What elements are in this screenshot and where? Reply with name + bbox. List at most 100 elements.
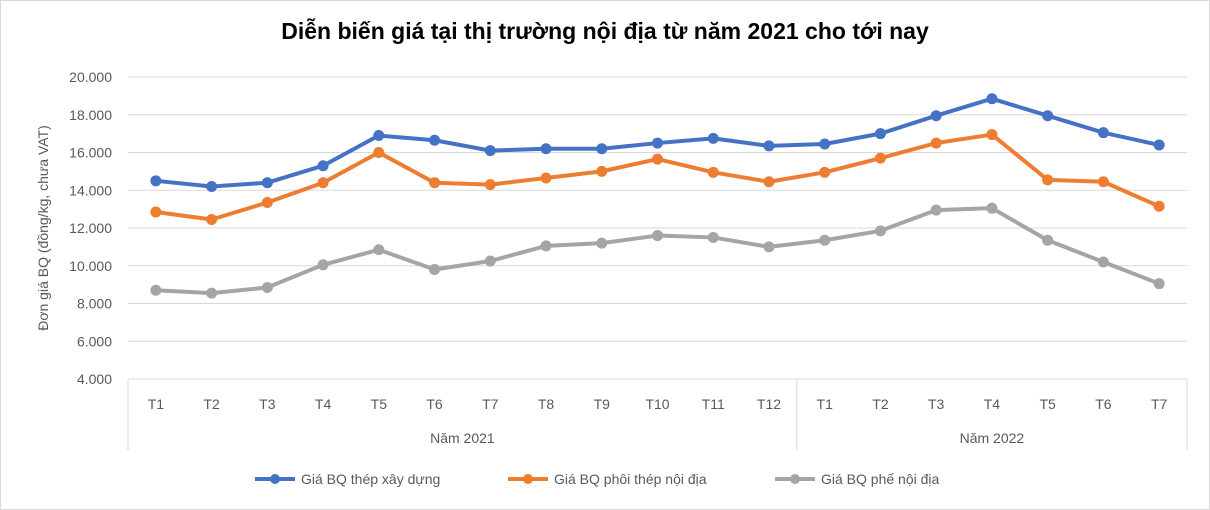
data-point: [540, 240, 552, 252]
data-point: [819, 138, 831, 150]
data-point: [652, 230, 663, 242]
series-lines: [150, 93, 1165, 299]
legend-item: Giá BQ thép xây dựng: [255, 471, 440, 487]
x-tick-label: T5: [1039, 396, 1056, 412]
data-point: [874, 128, 886, 140]
x-tick-label: T4: [984, 396, 1001, 412]
legend-item: Giá BQ phế nội địa: [775, 471, 940, 487]
data-point: [930, 204, 942, 216]
data-point: [874, 152, 886, 164]
x-axis: T1 T2 T3 T4 T5 T6 T7 T8 T9 T10 T11 T12 T1 T2 T3 T4 T5 T6 T…: [127, 378, 1188, 450]
y-tick-label: 8.000: [77, 296, 112, 312]
data-point: [206, 214, 218, 226]
x-tick-label: T3: [928, 396, 945, 412]
x-tick-label: T1: [817, 396, 834, 412]
data-point: [596, 143, 608, 155]
data-point: [819, 234, 831, 246]
x-tick-label: T11: [702, 396, 725, 412]
y-tick-label: 6.000: [77, 333, 112, 349]
data-point: [1042, 174, 1054, 186]
data-point: [1153, 278, 1165, 290]
data-point: [317, 177, 329, 189]
x-tick-label: T8: [538, 396, 555, 412]
data-point: [1042, 110, 1054, 122]
legend-label: Giá BQ phôi thép nội địa: [554, 471, 707, 487]
y-tick-label: 20.000: [69, 69, 112, 85]
data-point: [986, 129, 998, 141]
x-group-label: Năm 2021: [430, 430, 495, 446]
legend-marker: [790, 474, 800, 484]
y-axis-tick-labels: 4.000 6.000 8.000 10.000 12.000 14.000 16.000 1…: [69, 69, 112, 387]
data-point: [484, 255, 496, 267]
data-point: [763, 176, 775, 188]
x-tick-label: T1: [148, 396, 165, 412]
y-tick-label: 14.000: [69, 182, 112, 198]
data-point: [930, 137, 942, 149]
data-point: [484, 145, 496, 157]
data-point: [707, 166, 719, 178]
data-point: [1042, 234, 1054, 246]
x-tick-label: T12: [757, 396, 781, 412]
data-point: [1097, 127, 1109, 139]
data-point: [261, 281, 273, 293]
y-tick-label: 12.000: [69, 220, 112, 236]
x-tick-label: T9: [594, 396, 611, 412]
data-point: [596, 165, 608, 177]
data-point: [373, 147, 385, 158]
data-point: [373, 244, 385, 256]
series: [150, 202, 1165, 299]
data-point: [596, 237, 608, 249]
data-point: [484, 179, 496, 191]
y-tick-label: 16.000: [69, 145, 112, 161]
data-point: [819, 166, 831, 178]
data-point: [986, 93, 998, 105]
series: [150, 129, 1165, 226]
data-point: [874, 225, 886, 237]
series-line: [153, 206, 1162, 296]
x-tick-label: T5: [371, 396, 388, 412]
data-point: [429, 134, 441, 146]
y-tick-label: 4.000: [77, 371, 112, 387]
x-tick-label: T10: [645, 396, 669, 412]
data-point: [1153, 200, 1165, 212]
y-tick-label: 10.000: [69, 258, 112, 274]
data-point: [652, 153, 663, 165]
data-point: [261, 197, 273, 209]
chart-title: Diễn biến giá tại thị trường nội địa từ …: [281, 18, 929, 44]
data-point: [1097, 176, 1109, 188]
x-tick-label: T7: [1151, 396, 1168, 412]
legend-marker: [270, 474, 280, 484]
gridlines: [128, 76, 1187, 342]
series: [150, 93, 1165, 192]
data-point: [373, 130, 385, 142]
data-point: [707, 231, 719, 243]
x-group-label: Năm 2022: [960, 430, 1025, 446]
data-point: [150, 175, 162, 187]
data-point: [317, 259, 329, 271]
data-point: [986, 202, 998, 214]
data-point: [930, 110, 942, 122]
x-tick-label: T6: [426, 396, 443, 412]
data-point: [206, 180, 218, 192]
data-point: [1097, 256, 1109, 268]
data-point: [1153, 139, 1165, 151]
data-point: [763, 241, 775, 253]
data-point: [261, 177, 273, 189]
x-tick-label: T2: [872, 396, 889, 412]
data-point: [540, 172, 552, 184]
legend: Giá BQ thép xây dựng Giá BQ phôi thép nội…: [255, 471, 940, 487]
data-point: [429, 264, 441, 276]
y-tick-label: 18.000: [69, 107, 112, 123]
legend-label: Giá BQ phế nội địa: [821, 471, 940, 487]
y-axis-label: Đơn giá BQ (đồng/kg, chưa VAT): [35, 125, 51, 331]
x-tick-label: T4: [315, 396, 332, 412]
x-tick-label: T7: [482, 396, 499, 412]
data-point: [763, 140, 775, 152]
data-point: [150, 284, 162, 296]
legend-marker: [523, 474, 533, 484]
data-point: [206, 287, 218, 299]
data-point: [317, 160, 329, 172]
data-point: [707, 132, 719, 144]
